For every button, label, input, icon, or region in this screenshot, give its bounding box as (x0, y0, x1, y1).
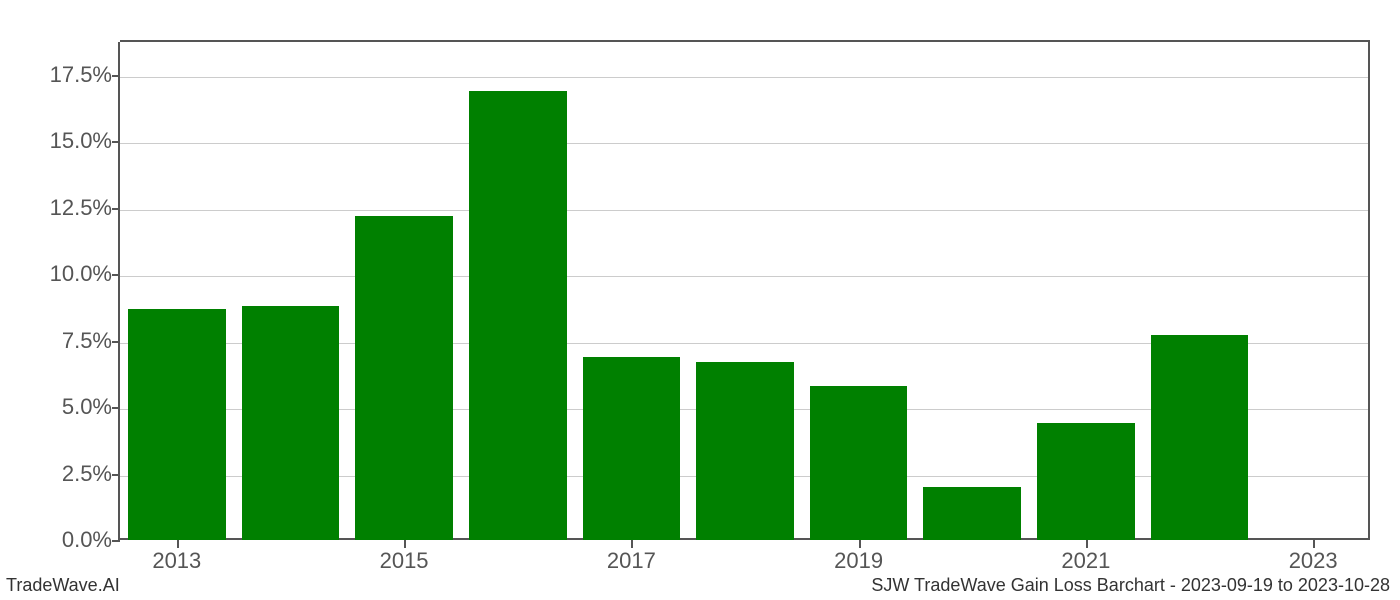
bar-2016 (469, 91, 567, 540)
bar-2019 (810, 386, 908, 540)
y-tick-label: 17.5% (12, 62, 112, 88)
y-tick-mark (112, 208, 120, 210)
y-tick-label: 15.0% (12, 128, 112, 154)
y-axis-line (118, 42, 120, 540)
x-tick-label: 2019 (834, 548, 883, 574)
x-tick-label: 2017 (607, 548, 656, 574)
y-tick-label: 0.0% (12, 527, 112, 553)
bar-2018 (696, 362, 794, 540)
y-tick-mark (112, 75, 120, 77)
y-tick-mark (112, 407, 120, 409)
footer-right-text: SJW TradeWave Gain Loss Barchart - 2023-… (871, 575, 1390, 596)
gridline (120, 143, 1368, 144)
x-tick-mark (404, 540, 406, 548)
x-tick-mark (859, 540, 861, 548)
x-tick-mark (177, 540, 179, 548)
bar-2022 (1151, 335, 1249, 540)
bar-2020 (923, 487, 1021, 540)
x-tick-mark (1313, 540, 1315, 548)
gridline (120, 77, 1368, 78)
bar-2017 (583, 357, 681, 541)
y-tick-mark (112, 341, 120, 343)
y-tick-label: 7.5% (12, 328, 112, 354)
footer-left-text: TradeWave.AI (6, 575, 120, 596)
bar-2014 (242, 306, 340, 540)
y-tick-mark (112, 141, 120, 143)
y-tick-mark (112, 474, 120, 476)
x-tick-label: 2013 (152, 548, 201, 574)
gridline (120, 276, 1368, 277)
plot-area (120, 40, 1370, 540)
gridline (120, 210, 1368, 211)
x-tick-mark (631, 540, 633, 548)
y-tick-label: 10.0% (12, 261, 112, 287)
y-tick-label: 2.5% (12, 461, 112, 487)
x-tick-label: 2023 (1289, 548, 1338, 574)
y-tick-mark (112, 540, 120, 542)
x-tick-label: 2015 (380, 548, 429, 574)
y-tick-label: 12.5% (12, 195, 112, 221)
bar-2013 (128, 309, 226, 540)
x-tick-mark (1086, 540, 1088, 548)
y-tick-mark (112, 274, 120, 276)
x-tick-label: 2021 (1061, 548, 1110, 574)
bar-2015 (355, 216, 453, 540)
chart-container: TradeWave.AI SJW TradeWave Gain Loss Bar… (0, 0, 1400, 600)
y-tick-label: 5.0% (12, 394, 112, 420)
bar-2021 (1037, 423, 1135, 540)
